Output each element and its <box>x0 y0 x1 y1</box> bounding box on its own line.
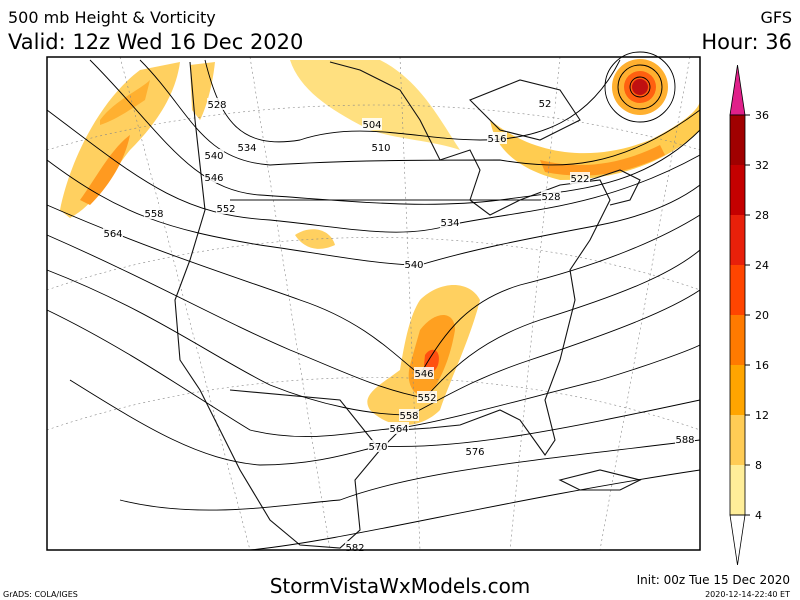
contour-label-bg <box>237 141 257 153</box>
colorbar-label: 36 <box>755 109 769 122</box>
contour-label: 516 <box>487 134 506 145</box>
colorbar-label: 32 <box>755 159 769 172</box>
init-time: Init: 00z Tue 15 Dec 2020 <box>637 573 790 587</box>
contour-label: 546 <box>414 369 433 380</box>
contour-label: 504 <box>362 120 381 131</box>
colorbar-label: 4 <box>755 509 762 522</box>
contour-label: 552 <box>216 204 235 215</box>
contour-label: 52 <box>539 99 552 110</box>
contour-label: 510 <box>371 143 390 154</box>
contour-label-bg <box>399 409 419 421</box>
colorbar-label: 8 <box>755 459 762 472</box>
contour-label: 552 <box>417 393 436 404</box>
coastlines <box>174 61 642 549</box>
contour-label-bg <box>103 227 123 239</box>
height-contours <box>46 51 701 551</box>
contour-label-bg <box>389 422 409 434</box>
contour-label-bg <box>414 367 434 379</box>
contour-label-bg <box>417 391 437 403</box>
contour-label: 528 <box>207 100 226 111</box>
forecast-hour: Hour: 36 <box>701 30 792 54</box>
colorbar-label: 24 <box>755 259 769 272</box>
colorbar-label: 20 <box>755 309 769 322</box>
contour-label: 534 <box>237 143 256 154</box>
contour-label: 558 <box>399 411 418 422</box>
contour-label-bg <box>570 172 590 184</box>
contour-label-bg <box>362 118 382 130</box>
contour-label-bg <box>541 190 561 202</box>
site-name: StormVistaWxModels.com <box>270 574 531 598</box>
contour-label-bg <box>404 258 424 270</box>
contour-label-bg <box>204 171 224 183</box>
contour-label: 570 <box>368 442 387 453</box>
contour-label: 528 <box>541 192 560 203</box>
contour-label: 546 <box>204 173 223 184</box>
contour-label-bg <box>487 132 507 144</box>
contour-label-bg <box>440 216 460 228</box>
contour-label-bg <box>204 149 224 161</box>
valid-time: Valid: 12z Wed 16 Dec 2020 <box>8 30 303 54</box>
contour-label: 534 <box>440 218 459 229</box>
contour-label: 540 <box>404 260 423 271</box>
contour-labels: 528 534 540 546 552 558 564 504 510 516 522 528 534 5… <box>103 97 695 554</box>
map: 528 534 540 546 552 558 564 504 510 516 522 528 534 5… <box>46 51 701 554</box>
contour-label-bg <box>368 440 388 452</box>
contour-label: 564 <box>103 229 122 240</box>
contour-label: 564 <box>389 424 408 435</box>
model-name: GFS <box>761 8 792 27</box>
colorbar: 36 32 28 24 20 16 12 8 4 <box>729 64 769 566</box>
contour-label-bg <box>144 207 164 219</box>
contour-label: 540 <box>204 151 223 162</box>
contour-label-bg <box>675 433 695 445</box>
colorbar-label: 28 <box>755 209 769 222</box>
vorticity-shading <box>60 59 700 425</box>
contour-label: 522 <box>570 174 589 185</box>
contour-label: 558 <box>144 209 163 220</box>
contour-label-bg <box>207 98 227 110</box>
map-title: 500 mb Height & Vorticity <box>8 8 216 27</box>
contour-label-bg <box>216 202 236 214</box>
colorbar-label: 12 <box>755 409 769 422</box>
contour-label: 576 <box>465 447 484 458</box>
credit: GrADS: COLA/IGES <box>3 590 78 599</box>
contour-label-bg <box>535 97 555 109</box>
contour-label: 588 <box>675 435 694 446</box>
contour-label-bg <box>371 141 391 153</box>
timestamp: 2020-12-14-22:40 ET <box>705 590 790 599</box>
contour-label: 582 <box>345 543 364 554</box>
colorbar-label: 16 <box>755 359 769 372</box>
map-frame <box>46 56 701 551</box>
lat-lon-grid <box>46 56 701 551</box>
contour-label-bg <box>465 445 485 457</box>
